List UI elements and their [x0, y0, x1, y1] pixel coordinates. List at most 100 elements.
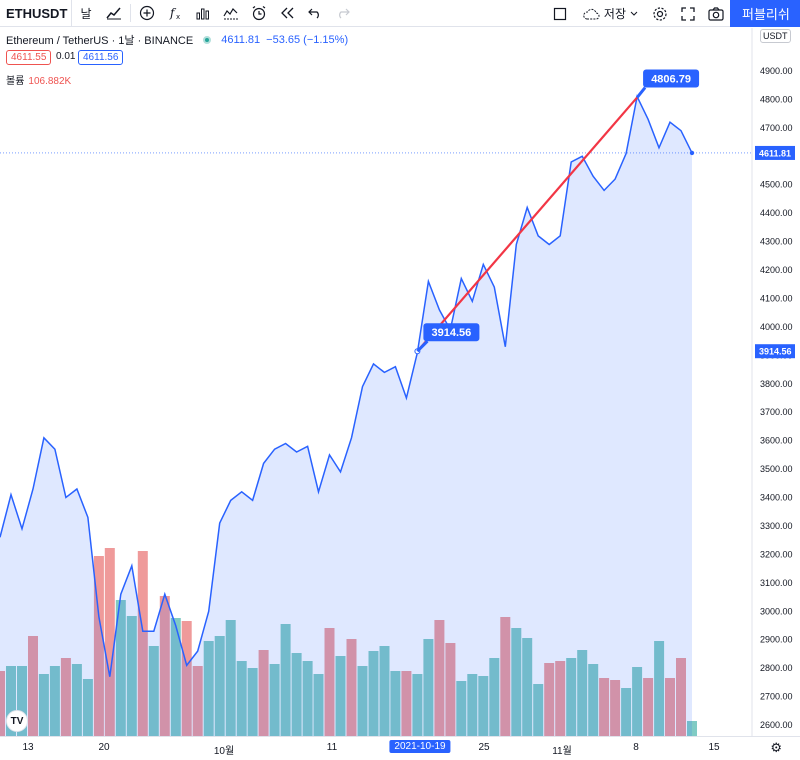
time-tick: 13	[22, 742, 34, 753]
volume-bar	[6, 666, 16, 736]
volume-label: 볼륨	[6, 76, 25, 87]
crosshair-date-label: 2021-10-19	[389, 740, 451, 753]
spread-label: 0.01	[56, 51, 76, 62]
price-scale-label: 3800.00	[760, 379, 793, 389]
volume-bar	[643, 678, 654, 736]
volume-bar	[192, 666, 203, 736]
price-change: −53.65 (−1.15%)	[266, 34, 349, 46]
volume-bar	[346, 639, 357, 736]
volume-bar	[335, 656, 346, 736]
volume-bar	[181, 621, 192, 736]
scale-settings-gear-icon[interactable]: ⚙	[770, 740, 782, 755]
volume-bar	[390, 671, 401, 736]
marker-price-badge: 3914.56	[759, 347, 792, 357]
cloud-icon	[583, 8, 600, 19]
volume-bar	[610, 680, 621, 736]
chevron-down-icon	[630, 11, 638, 16]
alert-clock-icon[interactable]	[245, 0, 273, 27]
volume-bar	[423, 639, 434, 736]
spread-value: 0.01	[52, 50, 79, 63]
replay-icon[interactable]	[273, 0, 301, 27]
symbol-description: Ethereum / TetherUS · 1날 · BINANCE	[6, 35, 194, 47]
svg-text:f: f	[169, 6, 177, 20]
time-tick: 15	[708, 742, 720, 753]
bar-chart-icon[interactable]	[189, 0, 217, 27]
templates-icon[interactable]	[217, 0, 245, 27]
save-button[interactable]: 저장	[574, 0, 646, 27]
undo-icon[interactable]	[301, 0, 329, 27]
volume-bar	[566, 658, 577, 736]
chart-type-icon[interactable]	[100, 0, 128, 27]
tradingview-logo[interactable]: TV	[6, 710, 28, 732]
volume-bar	[654, 641, 665, 736]
volume-bar	[49, 666, 60, 736]
currency-badge[interactable]: USDT	[760, 29, 791, 43]
volume-bar	[676, 658, 686, 736]
ask-value: 4611.56	[83, 52, 119, 63]
publish-button[interactable]: 퍼블리쉬	[730, 0, 800, 27]
price-scale[interactable]: 4900.004800.004700.004600.004500.004400.…	[755, 66, 795, 730]
volume-bar	[82, 679, 93, 736]
layout-square-icon[interactable]	[546, 0, 574, 27]
volume-bar	[104, 548, 115, 736]
compare-add-icon[interactable]	[133, 0, 161, 27]
volume-bar	[28, 636, 38, 736]
time-tick: 20	[98, 742, 110, 753]
volume-bar	[368, 651, 379, 736]
settings-gear-icon[interactable]	[646, 0, 674, 27]
redo-icon[interactable]	[329, 0, 357, 27]
volume-bar	[313, 674, 324, 736]
currency-label: USDT	[763, 31, 788, 41]
time-axis[interactable]: 13 20 10월 11 2021-10-19 25 11월 8 15 ⚙	[0, 736, 800, 760]
svg-text:4806.79: 4806.79	[651, 74, 691, 86]
callout-connector	[416, 340, 429, 353]
volume-bar	[291, 653, 302, 736]
volume-bar	[126, 616, 137, 736]
symbol-search-button[interactable]: ETHUSDT	[0, 0, 72, 27]
marker-price-badge-bg	[755, 344, 795, 359]
price-scale-label: 3500.00	[760, 464, 793, 474]
price-scale-label: 4100.00	[760, 293, 793, 303]
volume-bar	[258, 650, 269, 736]
price-scale-label: 3300.00	[760, 521, 793, 531]
volume-bar	[478, 676, 489, 736]
volume-bar	[632, 667, 643, 736]
price-scale-label: 2600.00	[760, 720, 793, 730]
price-scale-label: 3200.00	[760, 549, 793, 559]
camera-icon[interactable]	[702, 0, 730, 27]
price-scale-label: 4200.00	[760, 265, 793, 275]
volume-bar	[577, 650, 588, 736]
symbol-label: ETHUSDT	[6, 5, 68, 21]
volume-bar	[687, 721, 697, 736]
time-tick: 8	[633, 742, 639, 753]
volume-bar	[93, 556, 104, 736]
volume-bar	[412, 674, 423, 736]
price-scale-label: 3400.00	[760, 493, 793, 503]
volume-bar	[555, 661, 566, 736]
volume-bars	[0, 548, 697, 736]
price-chart[interactable]: 4900.004800.004700.004600.004500.004400.…	[0, 28, 800, 736]
volume-bar	[665, 678, 675, 736]
callout-connector	[635, 86, 647, 99]
volume-bar	[467, 674, 478, 736]
trend-line[interactable]	[416, 96, 638, 352]
volume-bar	[401, 671, 412, 736]
volume-bar	[599, 678, 610, 736]
volume-bar	[225, 620, 236, 736]
interval-button[interactable]: 날	[72, 0, 100, 27]
volume-bar	[588, 664, 599, 736]
volume-bar	[434, 620, 445, 736]
volume-bar	[324, 628, 335, 736]
buy-price-button[interactable]: 4611.56	[78, 50, 124, 65]
price-scale-label: 3000.00	[760, 606, 793, 616]
last-price-dot	[689, 150, 695, 156]
price-scale-label: 4700.00	[760, 123, 793, 133]
volume-bar	[71, 664, 82, 736]
sell-price-button[interactable]: 4611.55	[6, 50, 52, 65]
price-scale-label: 2900.00	[760, 635, 793, 645]
fullscreen-icon[interactable]	[674, 0, 702, 27]
volume-bar	[522, 638, 533, 736]
volume-bar	[269, 664, 280, 736]
